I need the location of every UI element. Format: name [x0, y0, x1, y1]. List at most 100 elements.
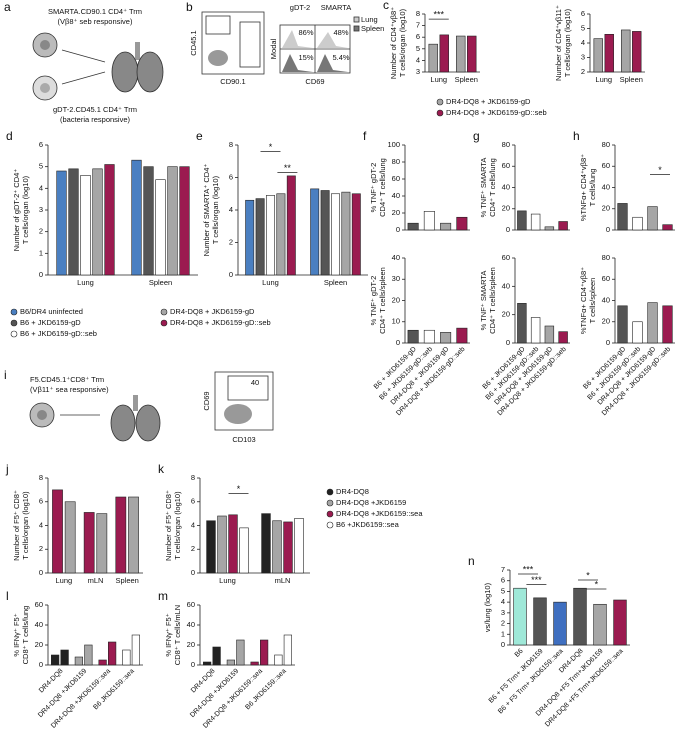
histogram — [282, 30, 313, 48]
y-tick-label: 8 — [39, 473, 43, 482]
y-tick-label: 4 — [191, 520, 195, 529]
gate-label: 5.4% — [332, 53, 349, 62]
panel-letter: c — [383, 0, 389, 12]
y-axis-label: Number of F5⁺ CD8⁺ — [164, 490, 173, 561]
significance: *** — [531, 575, 542, 585]
y-tick-label: 6 — [581, 9, 585, 18]
axis-label: CD69 — [202, 391, 211, 410]
bar — [108, 641, 117, 666]
cell-label: gDT-2.CD45.1 CD4⁺ Trm — [53, 105, 137, 114]
gate — [239, 21, 261, 68]
y-tick-label: 80 — [602, 253, 610, 262]
bar — [593, 603, 607, 646]
y-tick-label: 80 — [392, 157, 400, 166]
bar — [558, 221, 568, 231]
panel-letter: n — [468, 554, 475, 568]
cell-label: F5.CD45.1⁺CD8⁺ Trm — [30, 375, 104, 384]
bar — [283, 634, 292, 666]
y-tick-label: 0 — [606, 225, 610, 234]
bar — [513, 587, 527, 646]
gate-label: 86% — [298, 28, 313, 37]
y-tick-label: 5 — [416, 44, 420, 53]
significance: *** — [523, 564, 534, 574]
bar — [617, 305, 628, 344]
x-tick-label: Lung — [430, 75, 447, 84]
x-tick-label: DR4-DQ8 + JKD6159-gD — [493, 346, 554, 407]
y-axis-label: CD8⁺ T cells/mLN — [173, 605, 182, 665]
bar — [533, 597, 547, 646]
significance: * — [237, 484, 241, 494]
y-tick-label: 2 — [581, 67, 585, 76]
bar — [212, 646, 221, 666]
bar — [662, 305, 673, 344]
cell-note: (Vβ8⁺ seb responsive) — [58, 17, 133, 26]
bar — [128, 496, 139, 574]
legend-label: DR4-DQ8 — [336, 487, 369, 496]
y-tick-label: 4 — [39, 520, 43, 529]
bar — [456, 35, 466, 73]
bar — [272, 520, 282, 574]
y-tick-label: 40 — [602, 295, 610, 304]
column-title: gDT-2 — [290, 3, 310, 12]
y-tick-label: 40 — [602, 182, 610, 191]
bar — [274, 654, 283, 666]
y-tick-label: 4 — [39, 183, 43, 192]
y-axis-label: % TNF⁺ gDT-2 — [369, 163, 378, 213]
x-tick-label: Spleen — [324, 278, 347, 287]
bar — [131, 634, 140, 666]
bar — [92, 168, 103, 276]
bar — [407, 222, 419, 231]
axis-label: Modal — [269, 38, 278, 59]
legend-label: DR4-DQ8 + JKD6159-gD::seb — [170, 318, 271, 327]
y-tick-label: 40 — [392, 253, 400, 262]
bar — [310, 188, 320, 276]
bar — [440, 332, 452, 344]
y-tick-label: 0 — [396, 225, 400, 234]
gate-label: 40 — [251, 378, 259, 387]
bar — [217, 515, 227, 574]
lung — [136, 51, 164, 93]
y-tick-label: 0 — [39, 568, 43, 577]
panel-letter: g — [473, 129, 480, 143]
significance: * — [586, 570, 590, 580]
bar — [558, 331, 568, 344]
lung — [111, 51, 139, 93]
x-tick-label: Spleen — [115, 576, 138, 585]
bar — [83, 512, 95, 574]
bar — [423, 329, 435, 344]
y-tick-label: 4 — [581, 38, 585, 47]
y-tick-label: 60 — [35, 600, 43, 609]
bar — [439, 34, 449, 73]
cell-note: (bacteria responsive) — [60, 115, 131, 124]
y-tick-label: 60 — [502, 161, 510, 170]
x-tick-label: Lung — [55, 576, 72, 585]
legend-label: Spleen — [361, 24, 384, 33]
x-tick-label: Lung — [219, 576, 236, 585]
legend-label: DR4-DQ8 +JKD6159 — [336, 498, 406, 507]
y-axis-label: %TNFα+ CD4⁺vβ8⁺ — [579, 154, 588, 221]
x-tick-label: Spleen — [149, 278, 172, 287]
bar — [632, 31, 642, 73]
y-axis-label: Number of SMARTA⁺ CD4⁺ — [202, 164, 211, 257]
significance: * — [658, 165, 662, 175]
y-axis-label: Number of CD4⁺vβ8⁺ — [389, 7, 398, 79]
legend-marker — [326, 521, 334, 529]
bar — [530, 213, 541, 231]
bar — [245, 199, 255, 276]
y-axis-label: % IFNγ⁺ F5⁺ — [164, 613, 173, 656]
bar — [573, 587, 587, 646]
bar — [266, 195, 275, 276]
y-axis-label: T cells/organ (log10) — [398, 8, 407, 77]
bar — [593, 38, 603, 73]
y-tick-label: 1 — [501, 629, 505, 638]
y-axis-label: Number of gDT-2⁺ CD4⁺ — [12, 169, 21, 252]
axis-label: CD69 — [305, 77, 324, 86]
y-tick-label: 0 — [191, 660, 195, 669]
y-tick-label: 60 — [602, 161, 610, 170]
bar — [98, 659, 107, 666]
x-tick-label: Spleen — [620, 75, 643, 84]
trachea — [135, 42, 140, 60]
y-tick-label: 20 — [35, 640, 43, 649]
legend-marker — [436, 98, 444, 106]
